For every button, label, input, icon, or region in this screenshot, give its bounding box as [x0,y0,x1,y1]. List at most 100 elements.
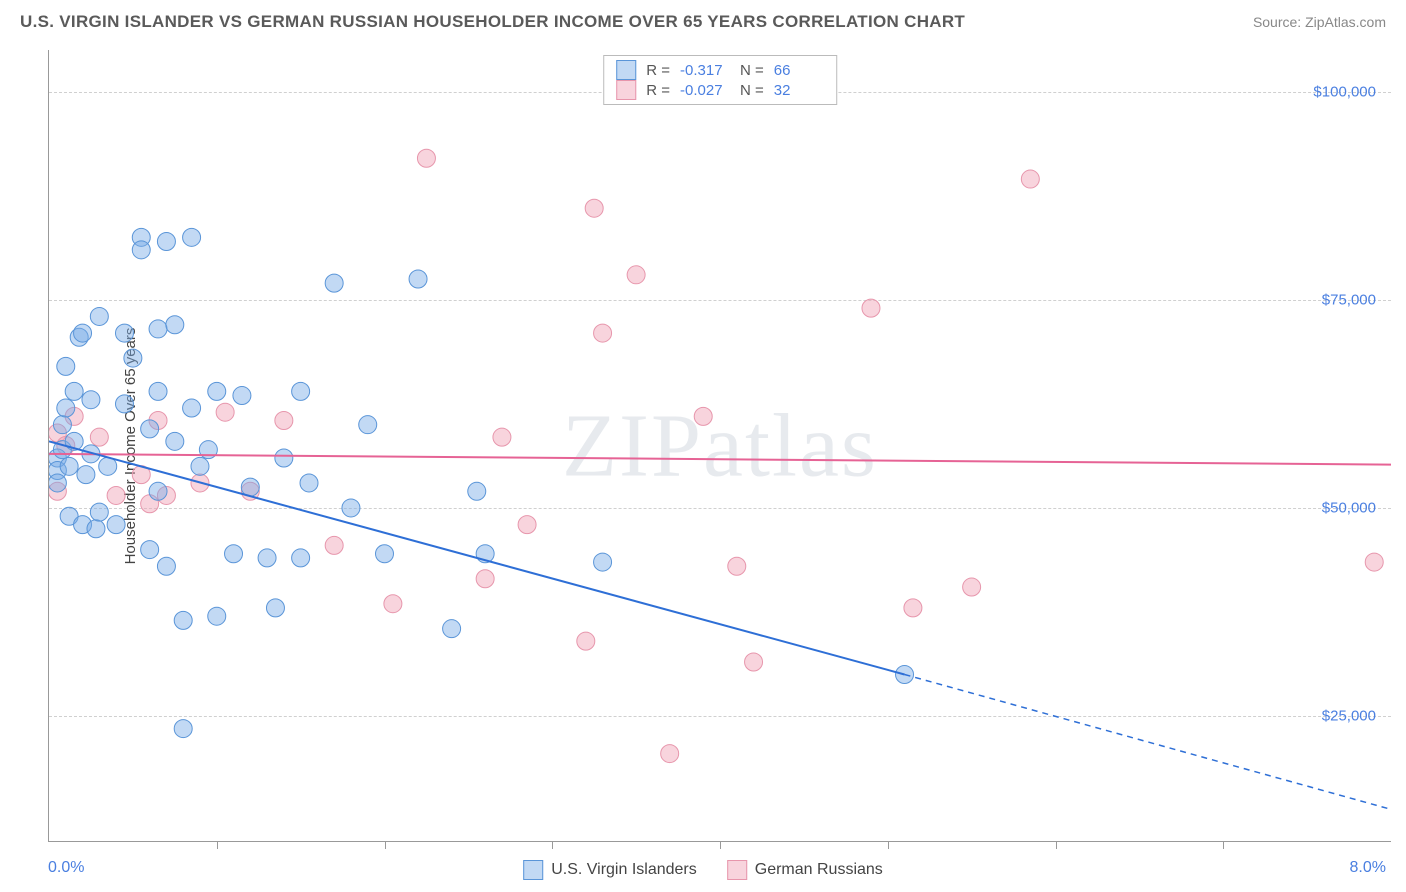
data-point-gr [417,149,435,167]
data-point-gr [627,266,645,284]
scatter-plot [49,50,1391,841]
swatch-gr [616,80,636,100]
data-point-gr [728,557,746,575]
data-point-gr [694,407,712,425]
data-point-usvi [141,420,159,438]
legend-row-usvi: R = -0.317 N = 66 [616,60,824,80]
data-point-usvi [174,611,192,629]
legend-item-usvi: U.S. Virgin Islanders [523,860,697,880]
x-tick [720,841,721,849]
data-point-usvi [292,549,310,567]
x-axis-max-label: 8.0% [1350,859,1386,877]
data-point-usvi [49,474,66,492]
data-point-usvi [60,457,78,475]
data-point-usvi [233,387,251,405]
n-value-gr: 32 [774,82,824,99]
data-point-usvi [208,382,226,400]
data-point-usvi [87,520,105,538]
data-point-usvi [174,720,192,738]
x-tick [552,841,553,849]
x-tick [1223,841,1224,849]
data-point-usvi [266,599,284,617]
data-point-usvi [342,499,360,517]
data-point-usvi [115,395,133,413]
data-point-gr [577,632,595,650]
trend-line-usvi [49,441,905,674]
data-point-gr [476,570,494,588]
data-point-gr [216,403,234,421]
data-point-usvi [77,466,95,484]
swatch-usvi [523,860,543,880]
swatch-usvi [616,60,636,80]
r-value-gr: -0.027 [680,82,730,99]
x-tick [1056,841,1057,849]
data-point-gr [325,536,343,554]
data-point-gr [1365,553,1383,571]
data-point-gr [661,745,679,763]
correlation-legend: R = -0.317 N = 66 R = -0.027 N = 32 [603,55,837,105]
data-point-usvi [258,549,276,567]
chart-title: U.S. VIRGIN ISLANDER VS GERMAN RUSSIAN H… [20,12,965,32]
data-point-usvi [65,382,83,400]
n-value-usvi: 66 [774,62,824,79]
data-point-gr [862,299,880,317]
trend-line-usvi-extrapolated [905,674,1391,809]
data-point-usvi [225,545,243,563]
legend-label-usvi: U.S. Virgin Islanders [551,861,697,879]
data-point-gr [90,428,108,446]
data-point-usvi [53,416,71,434]
data-point-gr [594,324,612,342]
data-point-usvi [132,241,150,259]
n-label: N = [740,82,764,99]
data-point-usvi [292,382,310,400]
data-point-usvi [74,324,92,342]
x-tick [888,841,889,849]
data-point-usvi [90,503,108,521]
data-point-usvi [443,620,461,638]
data-point-gr [107,486,125,504]
legend-label-gr: German Russians [755,861,883,879]
data-point-usvi [183,228,201,246]
data-point-usvi [376,545,394,563]
data-point-usvi [208,607,226,625]
data-point-gr [1021,170,1039,188]
data-point-usvi [141,541,159,559]
data-point-usvi [115,324,133,342]
series-legend: U.S. Virgin Islanders German Russians [523,860,883,880]
data-point-usvi [409,270,427,288]
data-point-usvi [124,349,142,367]
data-point-usvi [57,357,75,375]
data-point-usvi [82,391,100,409]
data-point-gr [585,199,603,217]
data-point-usvi [300,474,318,492]
swatch-gr [727,860,747,880]
x-axis-min-label: 0.0% [48,859,84,877]
data-point-usvi [241,478,259,496]
data-point-gr [745,653,763,671]
data-point-usvi [149,482,167,500]
data-point-usvi [468,482,486,500]
r-value-usvi: -0.317 [680,62,730,79]
data-point-usvi [149,320,167,338]
x-tick [385,841,386,849]
data-point-usvi [166,316,184,334]
data-point-gr [518,516,536,534]
data-point-gr [493,428,511,446]
r-label: R = [646,62,670,79]
data-point-usvi [149,382,167,400]
data-point-usvi [183,399,201,417]
x-tick [217,841,218,849]
data-point-usvi [191,457,209,475]
n-label: N = [740,62,764,79]
data-point-usvi [325,274,343,292]
trend-line-gr [49,454,1391,465]
source-attribution: Source: ZipAtlas.com [1253,14,1386,30]
data-point-usvi [594,553,612,571]
data-point-usvi [107,516,125,534]
data-point-usvi [57,399,75,417]
data-point-usvi [275,449,293,467]
data-point-usvi [90,307,108,325]
data-point-gr [275,412,293,430]
data-point-usvi [157,557,175,575]
data-point-usvi [359,416,377,434]
